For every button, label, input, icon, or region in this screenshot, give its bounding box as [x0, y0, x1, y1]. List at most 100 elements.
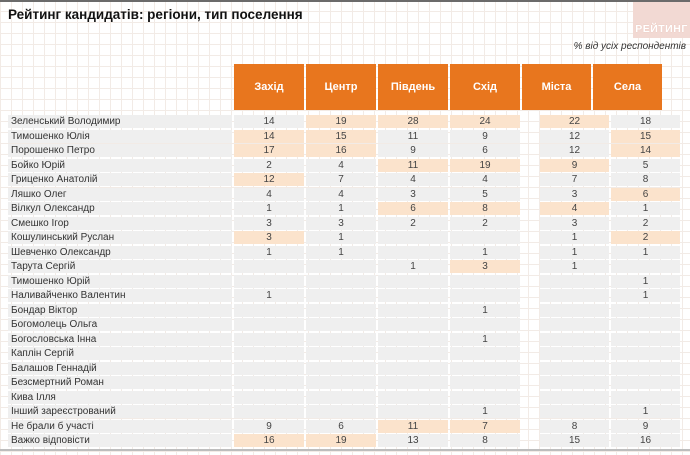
value-cell: 14 [611, 144, 680, 157]
value-cell: 1 [378, 260, 448, 273]
value-cell: 1 [611, 289, 680, 302]
value-cell: 7 [450, 419, 520, 433]
value-cell: 6 [378, 202, 448, 215]
value-cell [450, 361, 520, 375]
candidate-name-cell: Шевченко Олександр [8, 245, 232, 259]
value-cell: 1 [234, 202, 304, 215]
value-cell [540, 274, 609, 288]
table-row: Бондар Віктор 1 [8, 303, 680, 319]
table-row: Вілкул Олександр 1 1 6 8 4 1 [8, 202, 680, 217]
value-cell: 4 [306, 187, 376, 201]
table-row: Тарута Сергій 1 3 1 [8, 260, 680, 275]
value-cell: 1 [450, 405, 520, 418]
column-header-south: Південь [378, 64, 448, 110]
value-cell: 8 [450, 434, 520, 447]
value-cell [234, 405, 304, 418]
value-cell: 8 [450, 202, 520, 215]
value-cell [540, 303, 609, 317]
value-cell: 5 [450, 187, 520, 201]
candidate-name-cell: Безсмертний Роман [8, 376, 232, 389]
table-body: Зеленський Володимир 14 19 28 24 22 18 Тимошенк… [8, 115, 680, 449]
candidate-name-cell: Наливайченко Валентин [8, 289, 232, 302]
value-cell: 7 [540, 173, 609, 186]
value-cell: 17 [234, 144, 304, 157]
value-cell: 14 [234, 115, 304, 128]
candidate-name-cell: Тимошенко Юлія [8, 129, 232, 143]
table-header-row: Захід Центр Південь Схід Міста Села [8, 64, 680, 110]
table-row: Кива Ілля [8, 390, 680, 406]
table-row: Кошулинський Руслан 3 1 1 2 [8, 231, 680, 246]
value-cell: 1 [234, 289, 304, 302]
value-cell [378, 303, 448, 317]
table-row: Безсмертний Роман [8, 376, 680, 391]
value-cell [378, 231, 448, 244]
table-row: Богословська Інна 1 [8, 332, 680, 348]
value-cell [234, 303, 304, 317]
value-cell [378, 347, 448, 360]
candidate-name-cell: Богословська Інна [8, 332, 232, 346]
value-cell [378, 376, 448, 389]
value-cell [378, 390, 448, 404]
table-bottom-divider [0, 449, 690, 451]
value-cell: 3 [234, 231, 304, 244]
table-row: Тимошенко Юрій 1 [8, 274, 680, 290]
value-cell [378, 332, 448, 346]
value-cell [450, 274, 520, 288]
value-cell [234, 361, 304, 375]
table-row: Не брали б участі 9 6 11 7 8 9 [8, 419, 680, 435]
value-cell: 1 [611, 245, 680, 259]
value-cell: 19 [450, 158, 520, 172]
candidate-name-cell: Ляшко Олег [8, 187, 232, 201]
column-header-villages: Села [593, 64, 662, 110]
value-cell [378, 274, 448, 288]
value-cell: 12 [234, 173, 304, 186]
value-cell: 1 [450, 332, 520, 346]
table-row: Зеленський Володимир 14 19 28 24 22 18 [8, 115, 680, 130]
value-cell: 8 [611, 173, 680, 186]
value-cell: 24 [450, 115, 520, 128]
value-cell: 15 [306, 129, 376, 143]
table-row: Балашов Геннадій [8, 361, 680, 377]
value-cell: 1 [540, 260, 609, 273]
value-cell: 3 [540, 216, 609, 230]
value-cell [234, 376, 304, 389]
value-cell [234, 390, 304, 404]
value-cell [450, 231, 520, 244]
value-cell [306, 361, 376, 375]
value-cell: 6 [306, 419, 376, 433]
value-cell: 14 [234, 129, 304, 143]
value-cell: 3 [234, 216, 304, 230]
value-cell: 11 [378, 129, 448, 143]
value-cell: 19 [306, 434, 376, 447]
value-cell [611, 260, 680, 273]
value-cell: 4 [234, 187, 304, 201]
candidate-name-cell: Гриценко Анатолій [8, 173, 232, 186]
value-cell [540, 289, 609, 302]
value-cell: 3 [378, 187, 448, 201]
candidate-name-cell: Не брали б участі [8, 419, 232, 433]
value-cell [306, 318, 376, 331]
column-header-east: Схід [450, 64, 520, 110]
header-name-spacer [8, 64, 232, 110]
value-cell [234, 274, 304, 288]
value-cell [450, 289, 520, 302]
page-title: Рейтинг кандидатів: регіони, тип поселен… [8, 7, 303, 22]
value-cell [306, 332, 376, 346]
value-cell: 7 [306, 173, 376, 186]
table-row: Тимошенко Юлія 14 15 11 9 12 15 [8, 129, 680, 145]
value-cell [540, 347, 609, 360]
value-cell: 16 [306, 144, 376, 157]
value-cell [540, 376, 609, 389]
value-cell: 1 [450, 245, 520, 259]
candidate-name-cell: Бойко Юрій [8, 158, 232, 172]
value-cell: 1 [540, 245, 609, 259]
table-row: Порошенко Петро 17 16 9 6 12 14 [8, 144, 680, 159]
value-cell: 3 [306, 216, 376, 230]
value-cell: 4 [450, 173, 520, 186]
value-cell: 18 [611, 115, 680, 128]
column-header-cities: Міста [522, 64, 591, 110]
value-cell: 9 [234, 419, 304, 433]
value-cell [306, 260, 376, 273]
table-row: Бойко Юрій 2 4 11 19 9 5 [8, 158, 680, 174]
